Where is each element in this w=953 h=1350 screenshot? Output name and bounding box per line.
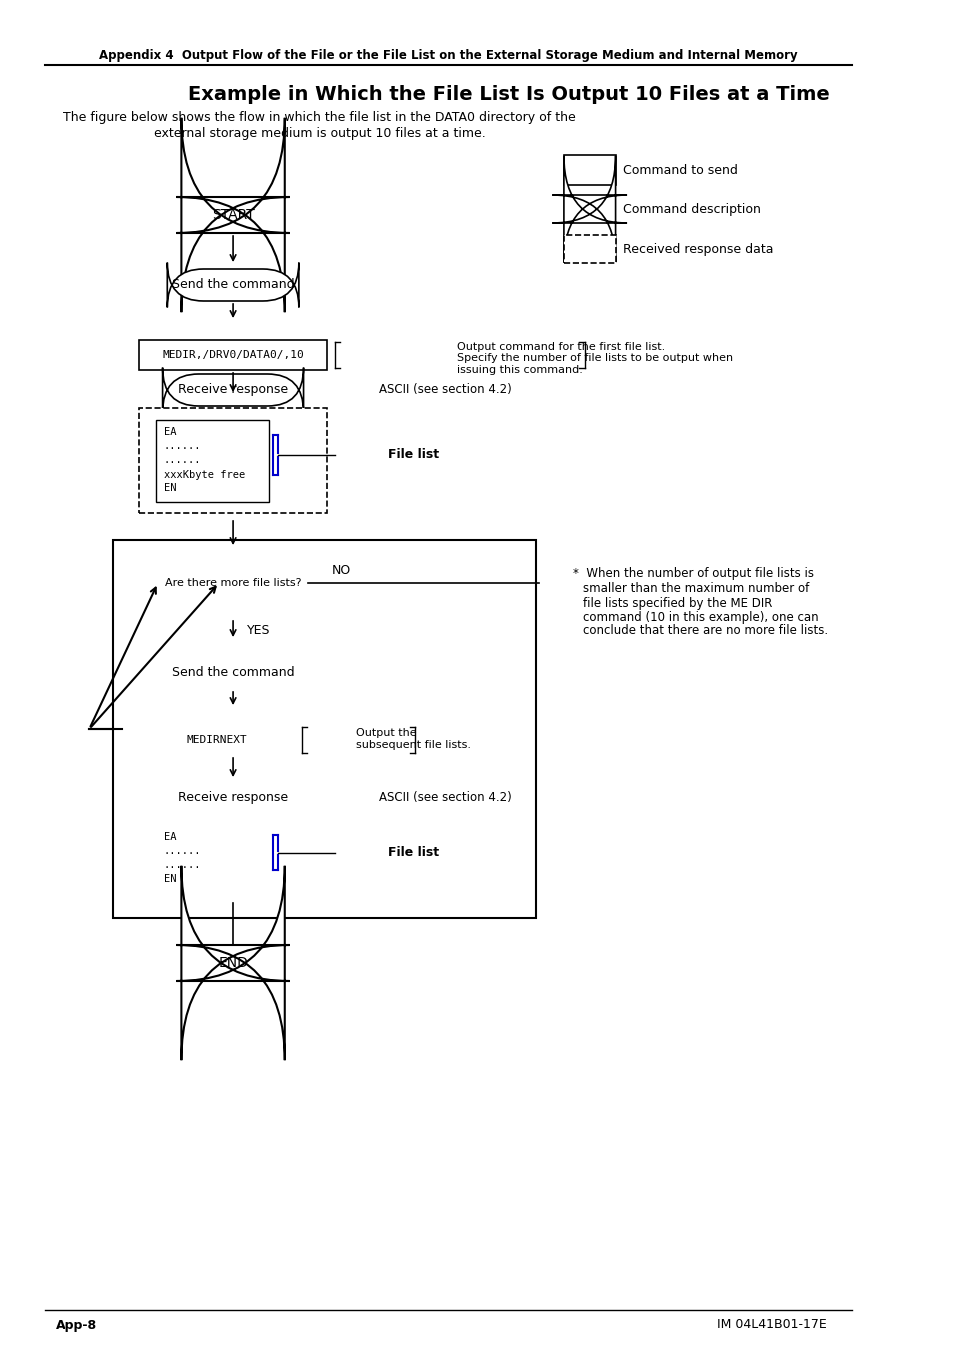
FancyBboxPatch shape <box>176 865 290 1060</box>
Text: EN: EN <box>163 873 176 884</box>
Text: Appendix 4  Output Flow of the File or the File List on the External Storage Med: Appendix 4 Output Flow of the File or th… <box>99 49 797 62</box>
FancyBboxPatch shape <box>552 155 626 262</box>
Text: ASCII (see section 4.2): ASCII (see section 4.2) <box>378 791 511 803</box>
Text: EA: EA <box>163 427 176 437</box>
Text: *  When the number of output file lists is: * When the number of output file lists i… <box>573 567 814 579</box>
FancyBboxPatch shape <box>162 367 303 412</box>
Text: The figure below shows the flow in which the file list in the DATA0 directory of: The figure below shows the flow in which… <box>63 112 576 124</box>
Text: Output the: Output the <box>355 728 416 738</box>
Polygon shape <box>158 548 308 618</box>
Text: ......: ...... <box>163 846 201 856</box>
Text: Send the command: Send the command <box>172 667 294 679</box>
Text: IM 04L41B01-17E: IM 04L41B01-17E <box>717 1319 826 1331</box>
Text: file lists specified by the ME DIR: file lists specified by the ME DIR <box>582 597 771 609</box>
Text: EN: EN <box>163 483 176 493</box>
Text: subsequent file lists.: subsequent file lists. <box>355 740 471 751</box>
Text: START: START <box>212 208 254 221</box>
Bar <box>112 540 536 918</box>
Text: smaller than the maximum number of: smaller than the maximum number of <box>582 582 808 595</box>
Text: Command to send: Command to send <box>622 163 738 177</box>
FancyBboxPatch shape <box>176 117 290 312</box>
Bar <box>139 725 294 755</box>
Text: ......: ...... <box>163 455 201 464</box>
Text: Example in Which the File List Is Output 10 Files at a Time: Example in Which the File List Is Output… <box>188 85 829 104</box>
Text: App-8: App-8 <box>56 1319 97 1331</box>
Text: external storage medium is output 10 files at a time.: external storage medium is output 10 fil… <box>153 127 485 139</box>
Bar <box>139 815 327 903</box>
Text: File list: File list <box>388 448 438 462</box>
Text: File list: File list <box>388 846 438 859</box>
Bar <box>156 825 269 892</box>
Text: ......: ...... <box>163 860 201 869</box>
Text: Send the command: Send the command <box>172 278 294 292</box>
Text: Output command for the first file list.: Output command for the first file list. <box>456 342 664 352</box>
Bar <box>139 340 327 370</box>
Text: MEDIR,/DRV0/DATA0/,10: MEDIR,/DRV0/DATA0/,10 <box>162 350 304 360</box>
Text: YES: YES <box>247 624 271 636</box>
FancyBboxPatch shape <box>167 263 298 308</box>
Text: Specify the number of file lists to be output when: Specify the number of file lists to be o… <box>456 352 732 363</box>
Bar <box>563 235 615 263</box>
Text: Command description: Command description <box>622 202 760 216</box>
Text: MEDIRNEXT: MEDIRNEXT <box>186 734 247 745</box>
Text: ......: ...... <box>163 441 201 451</box>
Bar <box>563 155 615 185</box>
FancyBboxPatch shape <box>167 651 298 695</box>
Bar <box>139 408 327 513</box>
FancyBboxPatch shape <box>162 775 303 819</box>
Text: Received response data: Received response data <box>622 243 773 255</box>
Text: EA: EA <box>163 832 176 842</box>
Text: END: END <box>218 956 248 971</box>
Text: Receive response: Receive response <box>178 383 288 397</box>
Text: conclude that there are no more file lists.: conclude that there are no more file lis… <box>582 625 827 637</box>
Text: ASCII (see section 4.2): ASCII (see section 4.2) <box>378 383 511 397</box>
Text: xxxKbyte free: xxxKbyte free <box>163 470 245 481</box>
Text: issuing this command.: issuing this command. <box>456 364 582 375</box>
Text: Receive response: Receive response <box>178 791 288 803</box>
Text: Are there more file lists?: Are there more file lists? <box>165 578 301 589</box>
Text: command (10 in this example), one can: command (10 in this example), one can <box>582 610 818 624</box>
Bar <box>156 420 269 502</box>
Text: NO: NO <box>332 564 351 578</box>
